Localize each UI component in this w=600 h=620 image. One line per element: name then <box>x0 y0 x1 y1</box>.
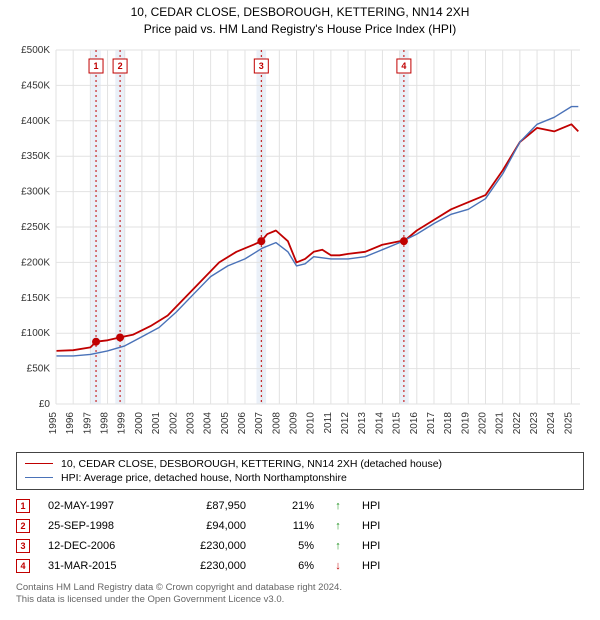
legend-swatch-hpi <box>25 477 53 478</box>
svg-text:2021: 2021 <box>495 411 506 434</box>
svg-text:2023: 2023 <box>529 411 540 434</box>
legend-label-hpi: HPI: Average price, detached house, Nort… <box>61 472 347 484</box>
transaction-marker: 2 <box>16 519 30 533</box>
svg-text:2006: 2006 <box>237 411 248 434</box>
svg-text:2: 2 <box>118 61 123 71</box>
svg-text:2009: 2009 <box>289 411 300 434</box>
transaction-pct: 6% <box>264 560 314 572</box>
transaction-hpi-label: HPI <box>362 540 392 552</box>
transaction-marker: 4 <box>16 559 30 573</box>
svg-text:£50K: £50K <box>27 363 51 374</box>
svg-text:2000: 2000 <box>134 411 145 434</box>
svg-text:£300K: £300K <box>21 186 50 197</box>
transaction-marker: 3 <box>16 539 30 553</box>
line-chart: £0 £50K £100K £150K £200K £250K £300K £350K £400… <box>8 44 592 444</box>
svg-text:£500K: £500K <box>21 45 50 56</box>
svg-text:1996: 1996 <box>65 411 76 434</box>
svg-text:2008: 2008 <box>271 411 282 434</box>
transaction-price: £230,000 <box>166 560 246 572</box>
svg-text:£150K: £150K <box>21 292 50 303</box>
svg-text:2007: 2007 <box>254 411 265 434</box>
svg-text:1: 1 <box>94 61 99 71</box>
svg-text:2015: 2015 <box>392 411 403 434</box>
transaction-row: 3 12-DEC-2006 £230,000 5% ↑ HPI <box>16 536 584 556</box>
attribution: Contains HM Land Registry data © Crown c… <box>16 582 584 607</box>
svg-text:£350K: £350K <box>21 151 50 162</box>
transaction-pct: 5% <box>264 540 314 552</box>
transaction-price: £87,950 <box>166 500 246 512</box>
svg-text:2022: 2022 <box>512 411 523 434</box>
legend-label-property: 10, CEDAR CLOSE, DESBOROUGH, KETTERING, … <box>61 458 442 470</box>
svg-text:2017: 2017 <box>426 411 437 434</box>
transaction-hpi-label: HPI <box>362 520 392 532</box>
svg-text:£400K: £400K <box>21 115 50 126</box>
attribution-line2: This data is licensed under the Open Gov… <box>16 594 584 606</box>
chart-title-line2: Price paid vs. HM Land Registry's House … <box>8 21 592 38</box>
transaction-pct: 11% <box>264 520 314 532</box>
svg-text:2011: 2011 <box>323 411 334 433</box>
page-root: 10, CEDAR CLOSE, DESBOROUGH, KETTERING, … <box>0 0 600 620</box>
chart-legend: 10, CEDAR CLOSE, DESBOROUGH, KETTERING, … <box>16 452 584 490</box>
transaction-marker: 1 <box>16 499 30 513</box>
svg-text:2013: 2013 <box>357 411 368 434</box>
svg-text:2020: 2020 <box>478 411 489 434</box>
svg-text:£200K: £200K <box>21 257 50 268</box>
svg-text:4: 4 <box>401 61 406 71</box>
svg-text:2002: 2002 <box>168 411 179 434</box>
transaction-date: 12-DEC-2006 <box>48 540 148 552</box>
svg-text:2018: 2018 <box>443 411 454 434</box>
attribution-line1: Contains HM Land Registry data © Crown c… <box>16 582 584 594</box>
transaction-row: 1 02-MAY-1997 £87,950 21% ↑ HPI <box>16 496 584 516</box>
svg-text:1995: 1995 <box>48 411 59 434</box>
chart-title-line1: 10, CEDAR CLOSE, DESBOROUGH, KETTERING, … <box>8 4 592 21</box>
svg-text:3: 3 <box>259 61 264 71</box>
transaction-hpi-label: HPI <box>362 500 392 512</box>
transaction-pct: 21% <box>264 500 314 512</box>
svg-text:2012: 2012 <box>340 411 351 434</box>
transaction-date: 02-MAY-1997 <box>48 500 148 512</box>
arrow-icon: ↑ <box>332 520 344 532</box>
arrow-icon: ↓ <box>332 560 344 572</box>
svg-text:2024: 2024 <box>546 411 557 434</box>
svg-text:2001: 2001 <box>151 411 162 434</box>
transaction-row: 4 31-MAR-2015 £230,000 6% ↓ HPI <box>16 556 584 576</box>
svg-text:2019: 2019 <box>460 411 471 434</box>
legend-row-property: 10, CEDAR CLOSE, DESBOROUGH, KETTERING, … <box>25 457 575 471</box>
svg-text:2005: 2005 <box>220 411 231 434</box>
svg-text:£250K: £250K <box>21 222 50 233</box>
transaction-price: £94,000 <box>166 520 246 532</box>
transaction-date: 25-SEP-1998 <box>48 520 148 532</box>
legend-swatch-property <box>25 463 53 464</box>
svg-text:£0: £0 <box>39 399 51 410</box>
transaction-hpi-label: HPI <box>362 560 392 572</box>
svg-text:1998: 1998 <box>100 411 111 434</box>
svg-text:2004: 2004 <box>203 411 214 434</box>
arrow-icon: ↑ <box>332 540 344 552</box>
svg-text:£450K: £450K <box>21 80 50 91</box>
legend-row-hpi: HPI: Average price, detached house, Nort… <box>25 471 575 485</box>
transactions-table: 1 02-MAY-1997 £87,950 21% ↑ HPI 2 25-SEP-1998 £9… <box>16 496 584 576</box>
transaction-date: 31-MAR-2015 <box>48 560 148 572</box>
chart-svg: £0 £50K £100K £150K £200K £250K £300K £350K £400… <box>8 44 592 444</box>
transaction-price: £230,000 <box>166 540 246 552</box>
svg-text:2016: 2016 <box>409 411 420 434</box>
svg-text:1999: 1999 <box>117 411 128 434</box>
arrow-icon: ↑ <box>332 500 344 512</box>
svg-text:£100K: £100K <box>21 328 50 339</box>
svg-text:2003: 2003 <box>185 411 196 434</box>
svg-text:2014: 2014 <box>374 411 385 434</box>
transaction-row: 2 25-SEP-1998 £94,000 11% ↑ HPI <box>16 516 584 536</box>
svg-text:1997: 1997 <box>82 411 93 434</box>
svg-text:2025: 2025 <box>563 411 574 434</box>
chart-title-block: 10, CEDAR CLOSE, DESBOROUGH, KETTERING, … <box>8 4 592 38</box>
svg-text:2010: 2010 <box>306 411 317 434</box>
